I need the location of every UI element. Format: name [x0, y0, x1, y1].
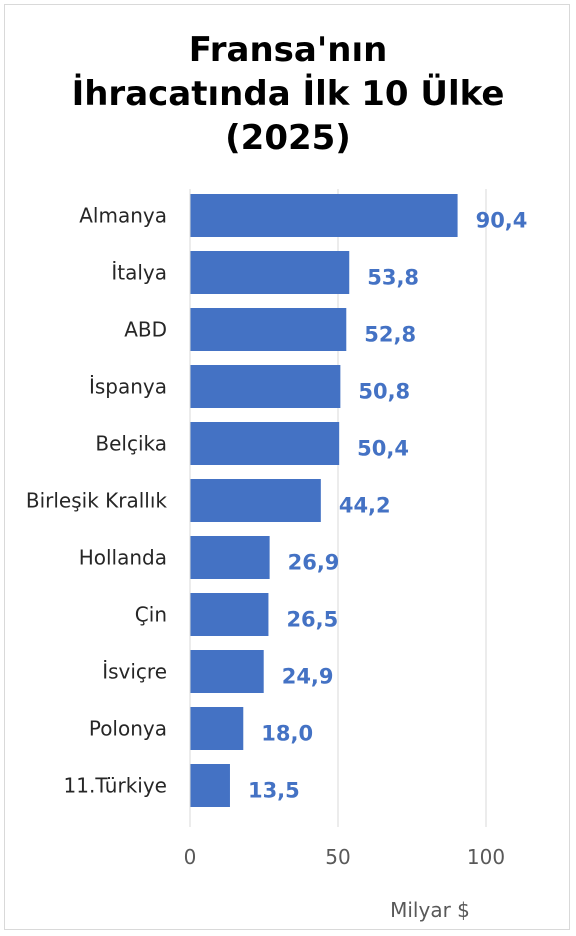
chart-title-line-3: (2025)	[225, 118, 351, 158]
category-label-4: İspanya	[89, 375, 167, 399]
chart-title: Fransa'nın İhracatında İlk 10 Ülke (2025…	[0, 28, 576, 160]
chart-title-line-1: Fransa'nın	[188, 30, 388, 70]
category-label-1: Almanya	[79, 204, 167, 228]
category-label-9: İsviçre	[102, 660, 167, 684]
value-label-9: 24,9	[282, 665, 334, 689]
bar-3	[190, 308, 347, 351]
category-label-3: ABD	[124, 318, 167, 342]
x-axis-title: Milyar $	[390, 898, 470, 922]
category-label-10: Polonya	[89, 717, 167, 741]
category-label-6: Birleşik Krallık	[26, 489, 168, 513]
value-label-2: 53,8	[367, 266, 419, 290]
value-label-10: 18,0	[261, 722, 313, 746]
bar-5	[190, 422, 340, 465]
chart-frame	[4, 4, 570, 930]
x-tick-label-50: 50	[325, 845, 350, 869]
value-label-6: 44,2	[339, 494, 391, 518]
value-label-3: 52,8	[364, 323, 416, 347]
bar-4	[190, 365, 341, 408]
x-tick-label-0: 0	[184, 845, 197, 869]
x-tick-label-100: 100	[467, 845, 505, 869]
bar-10	[190, 707, 244, 750]
bar-2	[190, 251, 350, 294]
category-label-11: 11.Türkiye	[64, 774, 167, 798]
category-label-5: Belçika	[95, 432, 167, 456]
category-label-2: İtalya	[111, 261, 167, 285]
bar-6	[190, 479, 321, 522]
value-label-11: 13,5	[248, 779, 300, 803]
value-label-8: 26,5	[286, 608, 338, 632]
bar-11	[190, 764, 230, 807]
category-label-7: Hollanda	[79, 546, 167, 570]
bar-9	[190, 650, 264, 693]
bar-8	[190, 593, 269, 636]
value-label-7: 26,9	[288, 551, 340, 575]
chart-title-line-2: İhracatında İlk 10 Ülke	[71, 74, 505, 114]
bar-7	[190, 536, 270, 579]
value-label-4: 50,8	[358, 380, 410, 404]
category-label-8: Çin	[135, 603, 167, 627]
value-label-1: 90,4	[476, 209, 528, 233]
bar-1	[190, 194, 458, 237]
value-label-5: 50,4	[357, 437, 409, 461]
